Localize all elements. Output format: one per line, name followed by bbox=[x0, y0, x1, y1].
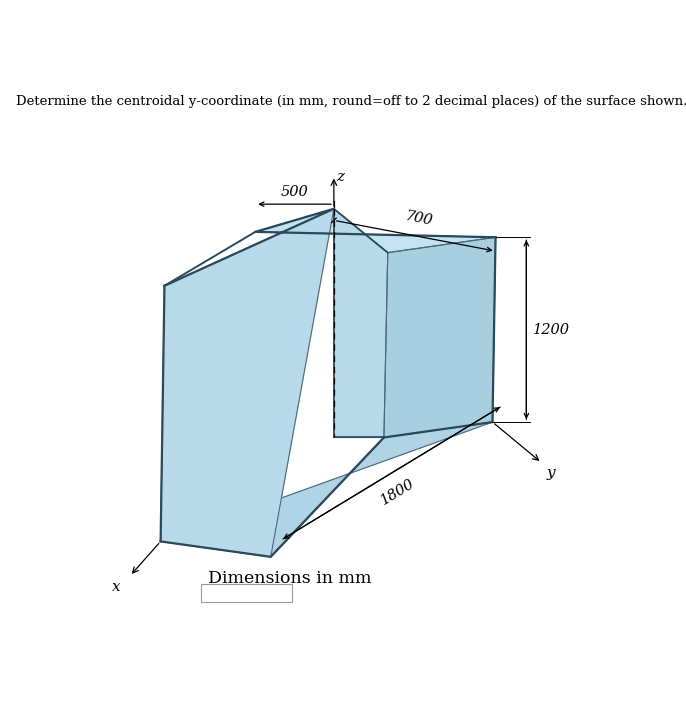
Polygon shape bbox=[334, 209, 388, 438]
Text: 1800: 1800 bbox=[378, 477, 417, 508]
Text: x: x bbox=[112, 580, 121, 594]
Text: y: y bbox=[546, 466, 555, 480]
FancyBboxPatch shape bbox=[202, 584, 292, 603]
Text: 500: 500 bbox=[281, 185, 309, 199]
Polygon shape bbox=[161, 209, 334, 557]
Polygon shape bbox=[255, 209, 495, 253]
Polygon shape bbox=[384, 237, 495, 438]
Text: Determine the centroidal y-coordinate (in mm, round=off to 2 decimal places) of : Determine the centroidal y-coordinate (i… bbox=[16, 95, 686, 108]
Text: 1200: 1200 bbox=[532, 322, 569, 337]
Text: z: z bbox=[336, 171, 344, 184]
Polygon shape bbox=[161, 422, 493, 557]
Text: Dimensions in mm: Dimensions in mm bbox=[209, 570, 372, 587]
Text: 700: 700 bbox=[403, 209, 434, 228]
